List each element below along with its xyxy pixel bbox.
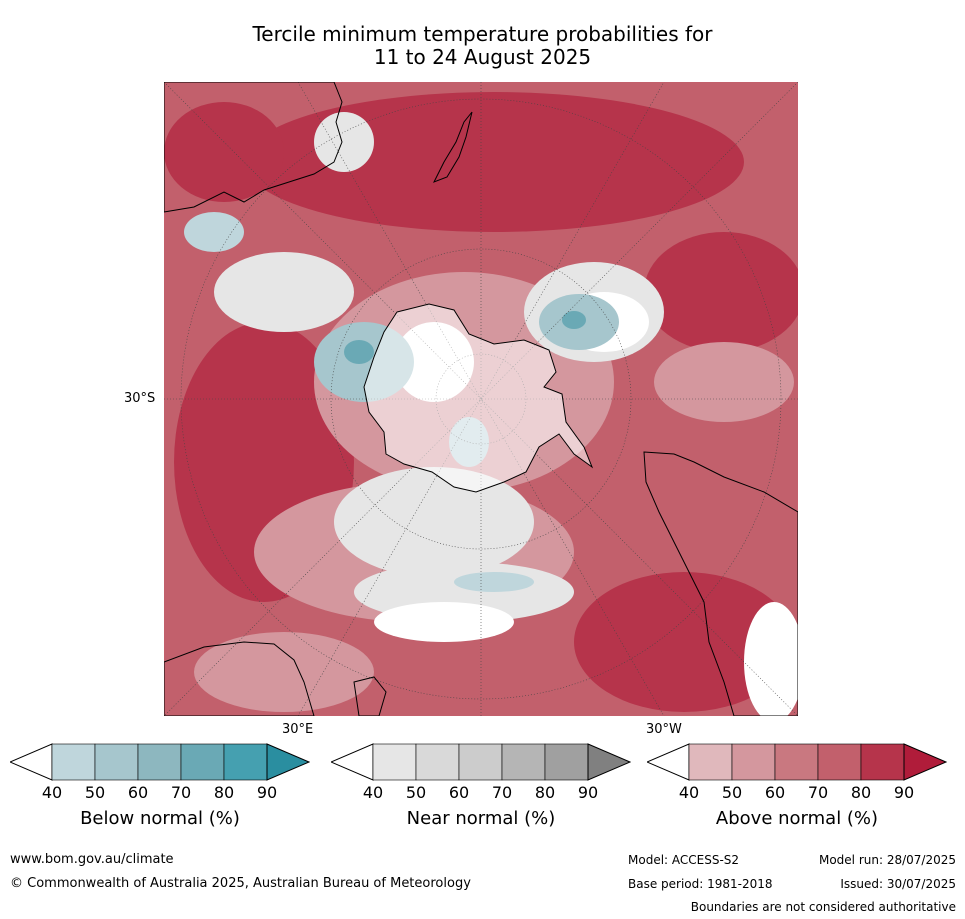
- issued-date: Issued: 30/07/2025: [840, 877, 956, 891]
- below-colorbar-segment: [223, 743, 268, 781]
- below-normal-colorbar-swatches: [10, 743, 310, 781]
- model-name: Model: ACCESS-S2: [628, 853, 740, 867]
- antarctica-outline: [363, 303, 594, 493]
- near-tick-label: 70: [491, 783, 513, 802]
- near-tick-label: 60: [448, 783, 470, 802]
- below-tick-label: 80: [213, 783, 235, 802]
- above-tick-label: 90: [893, 783, 915, 802]
- near-tick-label: 50: [405, 783, 427, 802]
- near-normal-colorbar: [331, 743, 631, 781]
- near-colorbar-segment: [501, 743, 546, 781]
- near-colorbar-segment: [458, 743, 503, 781]
- above-tick-label: 50: [721, 783, 743, 802]
- chart-title-line2: 11 to 24 August 2025: [373, 45, 592, 69]
- above-normal-colorbar-swatches: [647, 743, 947, 781]
- below-tick-label: 60: [127, 783, 149, 802]
- above-tick-label: 80: [850, 783, 872, 802]
- above-colorbar-segment: [688, 743, 733, 781]
- south-america-outline: [643, 451, 798, 716]
- near-tick-label: 40: [362, 783, 384, 802]
- copyright-text: © Commonwealth of Australia 2025, Austra…: [10, 876, 471, 891]
- above-colorbar-segment: [774, 743, 819, 781]
- boundaries-disclaimer: Boundaries are not considered authoritat…: [690, 900, 956, 914]
- above-normal-colorbar: [647, 743, 947, 781]
- below-tick-label: 70: [170, 783, 192, 802]
- near-colorbar-segment: [544, 743, 589, 781]
- longitude-label-30w: 30°W: [646, 722, 682, 737]
- model-run-date: Model run: 28/07/2025: [818, 853, 956, 867]
- above-colorbar-segment: [731, 743, 776, 781]
- website-link[interactable]: www.bom.gov.au/climate: [10, 852, 174, 867]
- below-colorbar-segment: [94, 743, 139, 781]
- probability-map: [164, 82, 798, 716]
- above-colorbar-segment: [860, 743, 905, 781]
- map-canvas: [164, 82, 798, 716]
- below-normal-label: Below normal (%): [80, 808, 240, 829]
- chart-title-line1: Tercile minimum temperature probabilitie…: [252, 22, 713, 46]
- above-colorbar-segment: [817, 743, 862, 781]
- below-normal-patches: [184, 212, 619, 592]
- latitude-label-30s: 30°S: [124, 391, 156, 406]
- near-tick-label: 90: [577, 783, 599, 802]
- australia-outline: [164, 82, 343, 213]
- above-normal-label: Above normal (%): [715, 808, 879, 829]
- near-normal-colorbar-swatches: [331, 743, 631, 781]
- below-tick-label: 90: [256, 783, 278, 802]
- below-tick-label: 50: [84, 783, 106, 802]
- base-period: Base period: 1981-2018: [628, 877, 773, 891]
- above-tick-label: 60: [764, 783, 786, 802]
- above-tick-label: 70: [807, 783, 829, 802]
- africa-outline: [164, 641, 315, 716]
- longitude-label-30e: 30°E: [282, 722, 314, 737]
- below-tick-label: 40: [41, 783, 63, 802]
- below-colorbar-segment: [51, 743, 96, 781]
- new-zealand-outline: [432, 111, 473, 183]
- near-colorbar-segment: [415, 743, 460, 781]
- below-colorbar-segment: [180, 743, 225, 781]
- below-normal-colorbar: [10, 743, 310, 781]
- madagascar-outline: [353, 676, 387, 716]
- near-tick-label: 80: [534, 783, 556, 802]
- above-tick-label: 40: [678, 783, 700, 802]
- near-normal-label: Near normal (%): [406, 808, 556, 829]
- near-colorbar-segment: [372, 743, 417, 781]
- below-colorbar-segment: [137, 743, 182, 781]
